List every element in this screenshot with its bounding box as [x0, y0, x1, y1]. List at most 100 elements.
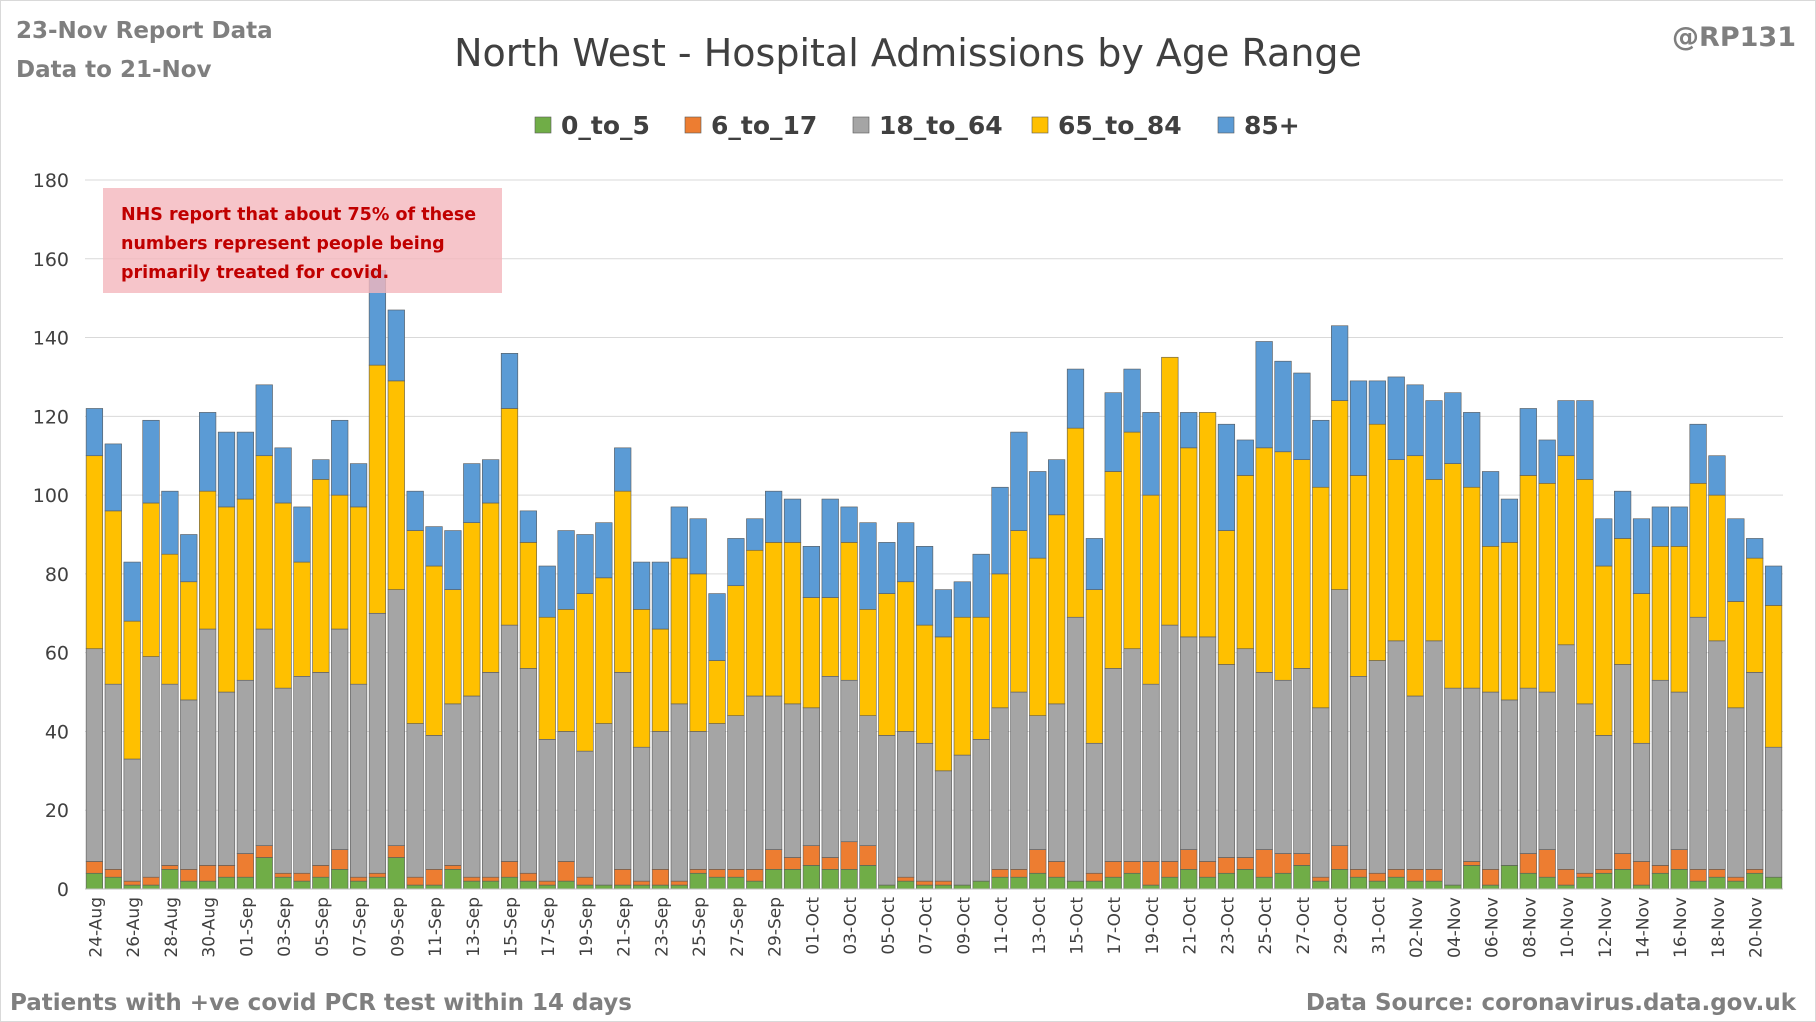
bar-segment-65_to_84 — [934, 636, 953, 772]
bar-segment-6_to_17 — [1614, 853, 1632, 870]
bar-segment-85+ — [1595, 518, 1613, 567]
bar-segment-0_to_5 — [765, 869, 783, 890]
bar-segment-6_to_17 — [614, 869, 632, 886]
bar-segment-18_to_64 — [1444, 687, 1462, 886]
y-tick-label: 0 — [57, 879, 69, 901]
bar-segment-18_to_64 — [1481, 691, 1500, 870]
bar-segment-0_to_5 — [1538, 876, 1556, 890]
bar-segment-6_to_17 — [1312, 876, 1330, 882]
bar-segment-85+ — [1576, 400, 1594, 480]
bar-segment-85+ — [783, 498, 802, 543]
bar-segment-6_to_17 — [1632, 861, 1651, 886]
bar-segment-85+ — [1255, 341, 1273, 449]
bar-segment-65_to_84 — [482, 502, 500, 673]
bar-segment-18_to_64 — [1066, 616, 1085, 882]
x-tick-label: 25-Oct — [1256, 897, 1276, 955]
bar-segment-6_to_17 — [651, 869, 670, 886]
bar-segment-65_to_84 — [1727, 601, 1745, 709]
bar-segment-85+ — [1274, 360, 1292, 453]
bar-segment-65_to_84 — [1312, 486, 1330, 709]
x-tick-label: 15-Sep — [502, 897, 522, 957]
bar-segment-85+ — [1331, 325, 1349, 401]
bar-segment-85+ — [1425, 400, 1443, 480]
y-tick-label: 100 — [33, 485, 69, 507]
bar-segment-18_to_64 — [821, 675, 839, 858]
annotation-line-2: numbers represent people being — [121, 234, 445, 254]
bar-segment-65_to_84 — [123, 620, 141, 760]
bar-segment-18_to_64 — [840, 679, 858, 843]
bar-segment-65_to_84 — [1444, 463, 1462, 689]
bar-segment-18_to_64 — [632, 746, 651, 882]
bar-segment-65_to_84 — [632, 609, 651, 748]
bar-segment-65_to_84 — [500, 408, 519, 626]
bar-segment-85+ — [670, 506, 688, 559]
bar-segment-85+ — [1104, 392, 1122, 472]
bar-segment-6_to_17 — [840, 841, 858, 870]
bar-segment-18_to_64 — [1010, 691, 1028, 870]
bar-segment-6_to_17 — [708, 869, 726, 878]
bar-segment-65_to_84 — [595, 577, 613, 724]
bar-segment-0_to_5 — [85, 872, 104, 890]
bar-segment-18_to_64 — [972, 739, 990, 882]
bar-segment-65_to_84 — [821, 597, 839, 677]
bar-segment-85+ — [1236, 439, 1254, 476]
bar-segment-0_to_5 — [1293, 865, 1311, 890]
bar-segment-18_to_64 — [161, 683, 179, 866]
bar-segment-6_to_17 — [1519, 853, 1537, 874]
bar-segment-0_to_5 — [1595, 872, 1613, 890]
x-tick-label: 02-Nov — [1407, 897, 1427, 958]
bar-segment-0_to_5 — [783, 869, 802, 890]
bar-segment-65_to_84 — [972, 616, 990, 740]
bar-segment-0_to_5 — [1387, 876, 1405, 890]
bar-segment-85+ — [897, 522, 915, 583]
bar-segment-0_to_5 — [1689, 880, 1707, 890]
chart-title: North West - Hospital Admissions by Age … — [454, 31, 1362, 75]
y-tick-label: 180 — [33, 170, 69, 192]
bar-segment-6_to_17 — [765, 849, 783, 870]
bar-segment-6_to_17 — [1746, 869, 1764, 874]
bar-segment-65_to_84 — [1500, 542, 1519, 701]
bar-segment-18_to_64 — [897, 731, 915, 878]
bar-segment-18_to_64 — [1104, 668, 1122, 862]
bar-segment-85+ — [1085, 538, 1103, 590]
bar-segment-0_to_5 — [1236, 869, 1254, 890]
bar-segment-6_to_17 — [161, 865, 179, 870]
bar-segment-6_to_17 — [1538, 849, 1556, 878]
bar-segment-0_to_5 — [1161, 876, 1179, 890]
bar-segment-18_to_64 — [1425, 640, 1443, 870]
bar-segment-6_to_17 — [1104, 861, 1122, 878]
bar-segment-6_to_17 — [217, 865, 236, 878]
bar-segment-6_to_17 — [1651, 865, 1669, 874]
bar-segment-18_to_64 — [1519, 687, 1537, 854]
bar-segment-85+ — [1557, 400, 1575, 457]
bar-segment-0_to_5 — [595, 884, 613, 890]
bar-segment-0_to_5 — [1444, 884, 1462, 890]
bar-segment-18_to_64 — [878, 735, 896, 886]
bar-segment-18_to_64 — [1198, 636, 1217, 862]
bar-segment-6_to_17 — [632, 880, 651, 886]
bar-segment-85+ — [161, 490, 179, 555]
data-source: Data Source: coronavirus.data.gov.uk — [1306, 990, 1797, 1016]
bar-segment-0_to_5 — [368, 876, 387, 890]
bar-segment-85+ — [1312, 419, 1330, 488]
bar-segment-85+ — [180, 534, 198, 583]
x-tick-label: 04-Nov — [1445, 897, 1465, 958]
annotation-box: NHS report that about 75% of these numbe… — [103, 188, 502, 293]
bar-segment-65_to_84 — [1387, 459, 1405, 642]
y-tick-label: 20 — [45, 800, 69, 822]
bar-segment-0_to_5 — [1481, 884, 1500, 890]
bar-segment-65_to_84 — [1217, 530, 1236, 665]
bar-segment-85+ — [1066, 368, 1085, 429]
bar-segment-18_to_64 — [1217, 664, 1236, 858]
bar-segment-6_to_17 — [123, 880, 141, 886]
bar-segment-85+ — [595, 522, 613, 579]
bar-segment-65_to_84 — [463, 522, 481, 697]
bar-segment-85+ — [614, 447, 632, 492]
bar-segment-85+ — [1010, 431, 1028, 531]
bar-segment-85+ — [463, 463, 481, 523]
bar-segment-85+ — [1764, 565, 1783, 606]
bar-segment-85+ — [1670, 506, 1688, 547]
bar-segment-18_to_64 — [1029, 715, 1047, 850]
bar-segment-6_to_17 — [406, 876, 424, 886]
bar-segment-0_to_5 — [482, 880, 500, 890]
